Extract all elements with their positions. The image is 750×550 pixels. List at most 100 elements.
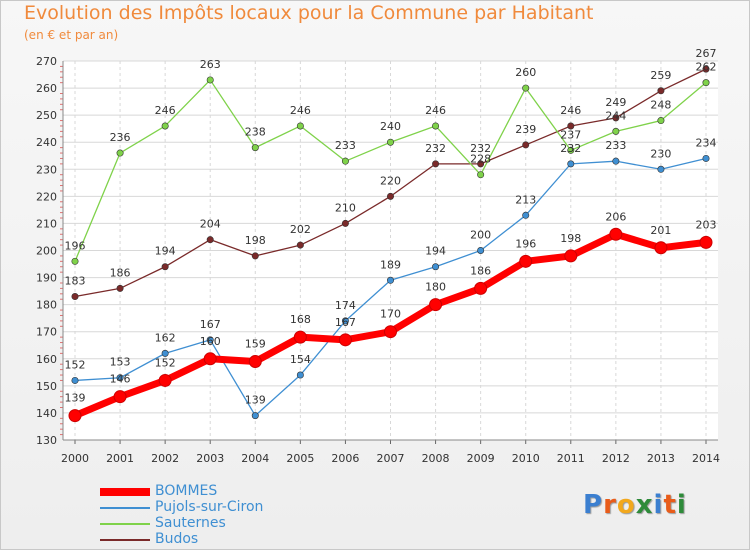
data-point bbox=[567, 122, 575, 130]
data-point bbox=[699, 235, 713, 249]
data-point bbox=[68, 409, 82, 423]
data-point bbox=[293, 330, 307, 344]
legend-label-sauternes: Sauternes bbox=[155, 515, 226, 531]
x-tick-label: 2011 bbox=[557, 452, 585, 465]
data-point bbox=[206, 236, 214, 244]
data-label: 246 bbox=[290, 104, 311, 117]
data-point bbox=[564, 249, 578, 263]
data-label: 228 bbox=[470, 153, 491, 166]
data-label: 236 bbox=[110, 131, 131, 144]
data-point bbox=[341, 219, 349, 227]
data-label: 210 bbox=[335, 201, 356, 214]
data-point bbox=[386, 138, 394, 146]
data-point bbox=[612, 127, 620, 135]
data-label: 232 bbox=[425, 142, 446, 155]
logo-letter: r bbox=[603, 490, 617, 520]
data-point bbox=[702, 65, 710, 73]
data-label: 167 bbox=[335, 316, 356, 329]
data-point bbox=[71, 376, 79, 384]
data-point bbox=[522, 141, 530, 149]
data-point bbox=[432, 263, 440, 271]
legend-swatch-pujols bbox=[100, 507, 150, 509]
data-label: 249 bbox=[605, 96, 626, 109]
data-label: 238 bbox=[245, 126, 266, 139]
data-label: 139 bbox=[245, 394, 266, 407]
data-point bbox=[384, 325, 397, 339]
data-point bbox=[338, 333, 352, 347]
data-point bbox=[612, 114, 620, 122]
data-label: 152 bbox=[65, 358, 86, 371]
data-label: 146 bbox=[110, 373, 131, 386]
data-point bbox=[296, 371, 304, 379]
data-point bbox=[113, 390, 127, 404]
data-label: 239 bbox=[515, 123, 536, 136]
data-point bbox=[296, 122, 304, 130]
data-label: 230 bbox=[650, 147, 671, 160]
legend-swatch-sauternes bbox=[100, 523, 150, 525]
data-point bbox=[248, 354, 262, 368]
x-tick-label: 2012 bbox=[602, 452, 630, 465]
x-tick-label: 2000 bbox=[61, 452, 89, 465]
data-point bbox=[474, 281, 488, 295]
y-tick-label: 130 bbox=[36, 434, 57, 447]
data-point bbox=[702, 154, 710, 162]
legend-label-bommes: BOMMES bbox=[155, 483, 218, 499]
x-tick-label: 2004 bbox=[241, 452, 269, 465]
y-tick-label: 250 bbox=[36, 109, 57, 122]
data-point bbox=[161, 263, 169, 271]
data-label: 154 bbox=[290, 353, 311, 366]
data-point bbox=[522, 84, 530, 92]
data-label: 260 bbox=[515, 66, 536, 79]
data-label: 198 bbox=[560, 232, 581, 245]
data-label: 263 bbox=[200, 58, 221, 71]
y-tick-label: 230 bbox=[36, 163, 57, 176]
y-tick-label: 180 bbox=[36, 299, 57, 312]
data-point bbox=[657, 87, 665, 95]
data-label: 168 bbox=[290, 313, 311, 326]
data-point bbox=[657, 165, 665, 173]
data-point bbox=[158, 373, 172, 387]
data-label: 170 bbox=[380, 308, 401, 321]
data-label: 232 bbox=[560, 142, 581, 155]
data-label: 153 bbox=[110, 356, 131, 369]
y-tick-label: 170 bbox=[36, 326, 57, 339]
data-point bbox=[657, 117, 665, 125]
data-point bbox=[432, 122, 440, 130]
data-label: 196 bbox=[515, 237, 536, 250]
data-label: 159 bbox=[245, 337, 266, 350]
y-tick-label: 200 bbox=[36, 245, 57, 258]
data-point bbox=[116, 374, 124, 382]
data-point bbox=[71, 293, 79, 301]
data-point bbox=[522, 211, 530, 219]
data-point bbox=[609, 227, 623, 241]
logo-letter: x bbox=[635, 490, 654, 520]
x-tick-label: 2006 bbox=[331, 452, 359, 465]
y-tick-label: 140 bbox=[36, 407, 57, 420]
y-tick-label: 150 bbox=[36, 380, 57, 393]
data-label: 213 bbox=[515, 193, 536, 206]
data-point bbox=[567, 146, 575, 154]
y-tick-label: 210 bbox=[36, 217, 57, 230]
y-tick-label: 160 bbox=[36, 353, 57, 366]
data-label: 233 bbox=[335, 139, 356, 152]
data-label: 248 bbox=[650, 99, 671, 112]
data-label: 186 bbox=[470, 264, 491, 277]
data-point bbox=[203, 352, 217, 366]
x-tick-label: 2002 bbox=[151, 452, 179, 465]
data-label: 204 bbox=[200, 218, 221, 231]
data-label: 259 bbox=[650, 69, 671, 82]
data-point bbox=[251, 252, 259, 260]
data-point bbox=[702, 79, 710, 87]
data-point bbox=[341, 157, 349, 165]
chart-title: Evolution des Impôts locaux pour la Comm… bbox=[24, 2, 594, 24]
x-tick-label: 2009 bbox=[467, 452, 495, 465]
x-tick-label: 2014 bbox=[692, 452, 720, 465]
data-point bbox=[341, 317, 349, 325]
data-label: 183 bbox=[65, 275, 86, 288]
y-tick-label: 260 bbox=[36, 82, 57, 95]
data-point bbox=[206, 336, 214, 344]
logo-letter: o bbox=[616, 490, 636, 520]
chart-subtitle: (en € et par an) bbox=[24, 28, 119, 42]
logo-letter: t bbox=[663, 490, 677, 520]
